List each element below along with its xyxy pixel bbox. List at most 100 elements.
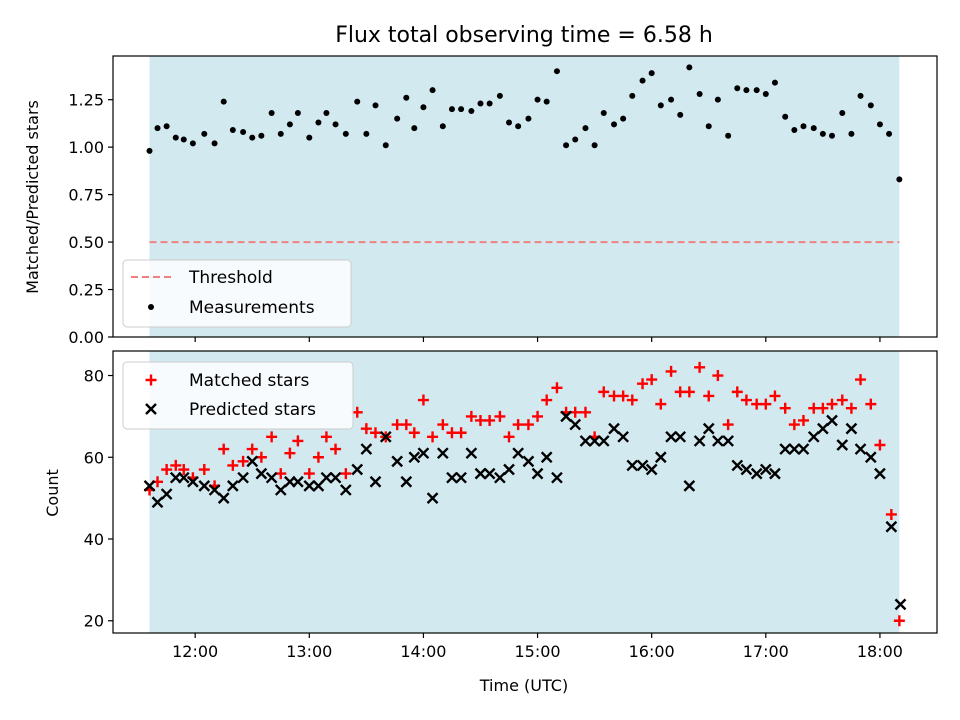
bottom-y-tick-label: 20 [84,612,104,631]
predicted-star-point [160,488,173,500]
matched-star-point [874,439,886,451]
measurement-point [886,130,893,137]
predicted-star-point [265,471,278,484]
matched-star-point [227,459,239,471]
measurement-point [600,109,607,116]
matched-star-point [740,394,752,406]
measurement-point [896,176,903,183]
matched-star-point [865,398,877,410]
bottom-y-tick-label: 80 [84,367,104,386]
predicted-star-point [617,430,629,443]
matched-star-point [637,378,649,390]
predicted-star-point [540,451,553,464]
measurement-point [515,123,522,130]
measurement-point [286,121,293,128]
measurement-point [791,127,798,134]
measurement-point [771,79,778,86]
predicted-star-point [426,492,439,504]
legend-threshold-label: Threshold [188,268,273,288]
measurement-point [332,121,339,128]
predicted-star-point [198,480,211,492]
measurement-point [372,102,379,109]
predicted-star-point [551,471,563,484]
matched-star-point [320,431,332,443]
measurement-point [782,113,789,120]
predicted-star-point [455,471,467,484]
top-y-tick-label: 1.00 [68,138,104,157]
predicted-star-point [226,480,239,492]
measurement-point [629,92,636,99]
bottom-y-tick-label: 40 [84,530,104,549]
measurement-point [714,96,721,103]
predicted-star-point [400,475,413,488]
predicted-star-point [569,418,582,431]
legend-measurements-swatch [148,304,154,310]
predicted-star-point [187,475,199,488]
predicted-star-point [779,443,792,455]
matched-star-point [237,455,249,467]
measurement-point [486,100,493,107]
measurement-point [657,102,664,109]
matched-star-point [503,431,515,443]
predicted-star-point [143,480,156,492]
matched-star-point [626,394,638,406]
predicted-star-point [351,463,364,476]
matched-star-point [351,406,363,418]
predicted-star-point [391,455,404,468]
predicted-star-point [360,443,373,455]
top-y-tick-label: 1.25 [68,91,104,110]
bottom-x-tick-label: 18:00 [857,642,903,661]
predicted-star-point [503,463,515,476]
measurement-point [734,85,741,92]
matched-star-point [312,451,324,463]
measurement-point [306,134,313,141]
predicted-star-point [151,496,164,509]
matched-star-point [161,464,173,476]
measurement-point [323,109,330,116]
predicted-star-point [645,463,658,476]
measurement-point [354,98,361,105]
legend-measurements-label: Measurements [189,298,315,318]
predicted-star-point [683,480,696,492]
predicted-star-point [731,459,744,472]
measurement-point [553,68,560,75]
predicted-star-point [379,430,392,443]
measurement-point [220,98,227,105]
predicted-star-point [531,467,544,480]
matched-star-point [617,390,629,402]
measurement-point [753,87,760,94]
measurement-point [448,106,455,113]
measurement-point [620,115,627,122]
measurement-point [163,123,170,130]
matched-star-point [512,419,524,431]
measurement-point [639,77,646,84]
measurement-point [506,119,513,126]
matched-star-point [703,390,715,402]
predicted-star-point [665,430,677,443]
measurement-point [477,100,484,107]
measurement-point [258,132,265,139]
measurement-point [180,136,187,143]
predicted-star-point [588,435,601,447]
predicted-star-point [608,422,620,435]
top-y-tick-label: 0.00 [68,328,104,347]
predicted-star-point [339,484,352,496]
measurement-point [705,123,712,130]
measurement-point [563,142,570,149]
matched-star-point [246,443,258,455]
predicted-star-point [693,435,706,447]
measurement-point [229,127,236,134]
matched-star-point [712,370,724,382]
measurement-point [189,140,196,147]
matched-star-point [465,410,477,422]
bottom-axes-frame [112,350,938,634]
predicted-star-point [836,439,849,451]
measurement-point [211,140,218,147]
measurement-point [591,142,598,149]
predicted-star-point [597,435,610,447]
measurement-point [342,130,349,137]
predicted-star-point [654,451,667,464]
matched-star-point [797,414,809,426]
measurement-point [363,130,370,137]
